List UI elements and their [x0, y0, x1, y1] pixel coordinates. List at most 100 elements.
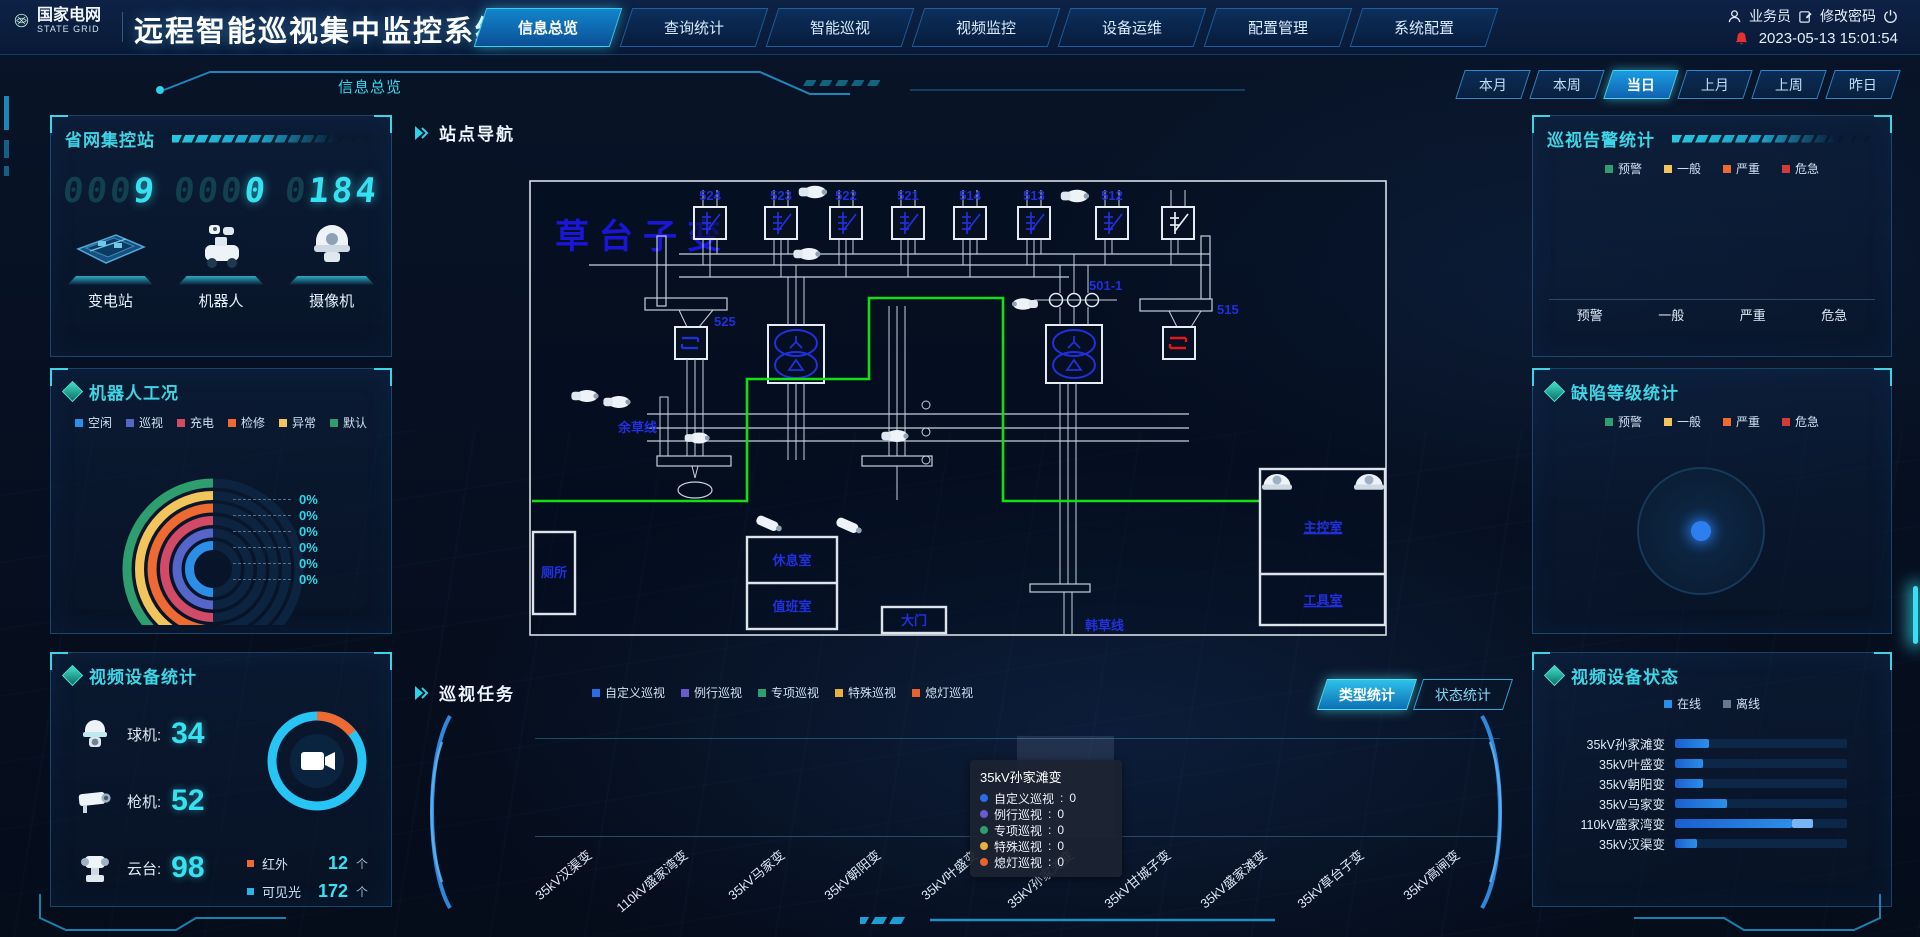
switch-labels: 524 523 522 521 514 513 512: [699, 188, 1123, 203]
tab-smart-pat[interactable]: 智能巡视: [765, 8, 915, 47]
spectrum-stats: 红外 12 个 可见光 172 个: [247, 849, 368, 905]
counter-label: 摄像机: [309, 293, 355, 310]
bar-fill: [1675, 798, 1727, 808]
legend-item[interactable]: 检修: [228, 414, 265, 431]
panel-title: 机器人工况: [89, 384, 179, 403]
digital-counter: 0009: [61, 171, 160, 211]
robot-radial-chart: 0% 0% 0% 0% 0% 0%: [51, 433, 391, 625]
filter-last-month[interactable]: 上月: [1677, 70, 1753, 99]
state-grid-emblem-icon: [14, 13, 29, 28]
filter-this-week[interactable]: 本周: [1529, 70, 1605, 99]
logout-icon[interactable]: [1883, 9, 1898, 24]
chart-gridline: [535, 738, 1500, 739]
carousel-right-arrow[interactable]: [1474, 712, 1516, 912]
chevron-right-icon: [415, 125, 429, 140]
legend-item[interactable]: 例行巡视: [681, 684, 742, 701]
filter-label: 上周: [1775, 76, 1803, 93]
feeder-label-left: 余草线: [617, 420, 657, 435]
legend-item[interactable]: 自定义巡视: [592, 684, 665, 701]
tab-label: 查询统计: [663, 20, 724, 37]
arc-maintenance: [147, 503, 214, 625]
legend-item[interactable]: 预警: [1604, 413, 1642, 430]
legend-item[interactable]: 空闲: [74, 414, 112, 431]
alarm-bell-icon[interactable]: [1734, 31, 1749, 46]
counter-label: 变电站: [87, 293, 133, 310]
legend-item[interactable]: 巡视: [125, 414, 163, 431]
status-stats-button[interactable]: 状态统计: [1412, 679, 1514, 710]
pedestal: [288, 276, 375, 285]
change-password-link[interactable]: 修改密码: [1820, 8, 1876, 24]
tab-system-config[interactable]: 系统配置: [1349, 8, 1499, 47]
bar-fill: [1675, 778, 1703, 788]
legend-item[interactable]: 危急: [1782, 160, 1819, 177]
tab-info-overview[interactable]: 信息总览: [473, 8, 623, 47]
svg-text:524: 524: [699, 188, 721, 203]
bar-track: [1675, 838, 1847, 848]
legend-item[interactable]: 充电: [176, 414, 214, 431]
tab-query-stats[interactable]: 查询统计: [619, 8, 769, 47]
tab-video-monitor[interactable]: 视频监控: [911, 8, 1061, 47]
logo-cn: 国家电网: [37, 7, 102, 24]
legend-item[interactable]: 一般: [1663, 413, 1701, 430]
substation-diagram[interactable]: 草台子变: [529, 180, 1387, 636]
room-control-link[interactable]: 主控室: [1303, 520, 1342, 535]
legend-item[interactable]: 一般: [1663, 160, 1701, 177]
tab-label: 信息总览: [517, 20, 578, 37]
transformer-1: [767, 265, 825, 460]
device-row: 35kV叶盛变: [1547, 755, 1877, 772]
stat-label: 枪机:: [127, 793, 162, 811]
time-filter-group: 本月 本周 当日 上月 上周 昨日: [1455, 70, 1901, 99]
chevron-right-icon: [415, 685, 429, 700]
filter-this-month[interactable]: 本月: [1455, 70, 1531, 99]
legend-swatch: [125, 418, 134, 427]
svg-text:525: 525: [714, 314, 736, 329]
legend-item[interactable]: 默认: [330, 414, 367, 431]
legend-item[interactable]: 离线: [1723, 695, 1760, 712]
username[interactable]: 业务员: [1749, 8, 1791, 24]
stat-unit: 个: [356, 884, 369, 899]
room-gate: 大门: [901, 613, 927, 628]
filter-yesterday[interactable]: 昨日: [1825, 70, 1901, 99]
button-label: 类型统计: [1339, 686, 1395, 703]
axis-label: 危急: [1821, 308, 1848, 323]
counter-substation: 0009 变电站: [58, 171, 162, 311]
leader-row: 0%: [233, 491, 318, 507]
legend-swatch: [74, 418, 83, 427]
legend-label: 异常: [292, 416, 317, 430]
header-user-area: 业务员 修改密码 2023-05-13 15:01:54: [1727, 5, 1898, 49]
device-row: 35kV朝阳变: [1547, 775, 1877, 792]
site-nav-title: 站点导航: [412, 120, 515, 145]
legend-item[interactable]: 特殊巡视: [835, 684, 896, 701]
room-tool-link[interactable]: 工具室: [1303, 593, 1342, 608]
arc-charging: [160, 516, 214, 622]
tab-label: 智能巡视: [809, 20, 870, 37]
title-decoration: [172, 134, 377, 143]
legend-item[interactable]: 严重: [1723, 160, 1760, 177]
feeder-label-bottom: 韩草线: [1085, 618, 1124, 633]
tab-device-ops[interactable]: 设备运维: [1057, 8, 1207, 47]
ptz-camera-icon: [81, 856, 109, 882]
legend-item[interactable]: 在线: [1663, 695, 1701, 712]
tab-config-mgmt[interactable]: 配置管理: [1203, 8, 1353, 47]
arc-default: [122, 478, 214, 625]
alarm-axis-line: [1549, 299, 1875, 300]
counter-label: 机器人: [198, 293, 244, 310]
stat-ptz-camera: 云台: 98: [73, 845, 205, 891]
filter-today[interactable]: 当日: [1603, 70, 1679, 99]
type-stats-button[interactable]: 类型统计: [1316, 679, 1418, 710]
alarm-legend: 预警 一般 严重 危急: [1533, 160, 1891, 177]
tooltip-row: 特殊巡视:0: [980, 838, 1112, 854]
legend-item[interactable]: 危急: [1782, 413, 1819, 430]
legend-item[interactable]: 专项巡视: [758, 684, 819, 701]
legend-item[interactable]: 熄灯巡视: [912, 684, 973, 701]
legend-item[interactable]: 预警: [1604, 160, 1642, 177]
legend-item[interactable]: 严重: [1723, 413, 1760, 430]
bar-fill: [1675, 838, 1698, 848]
leader-row: 0%: [233, 571, 318, 587]
carousel-left-arrow[interactable]: [416, 712, 458, 912]
legend-item[interactable]: 异常: [279, 414, 316, 431]
legend-label: 充电: [189, 416, 214, 430]
logo-text: 国家电网 STATE GRID: [37, 7, 101, 34]
filter-last-week[interactable]: 上周: [1751, 70, 1827, 99]
robot-legend: 空闲 巡视 充电 检修 异常 默认: [51, 408, 391, 431]
